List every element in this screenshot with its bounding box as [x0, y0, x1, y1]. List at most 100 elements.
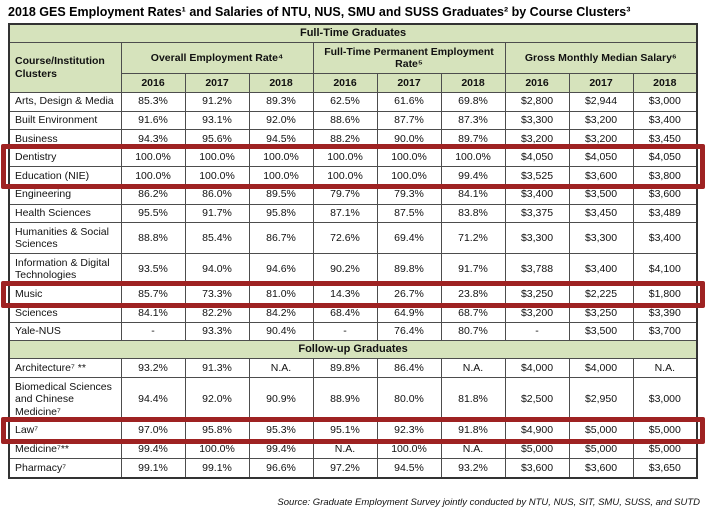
data-cell: $5,000	[504, 439, 570, 460]
data-cell: 86.2%	[120, 184, 186, 205]
row-label: Sciences	[8, 303, 122, 323]
data-cell: 93.2%	[440, 458, 506, 479]
year-header: 2017	[376, 73, 442, 93]
data-cell: $3,000	[632, 91, 698, 112]
row-label: Law⁷	[8, 420, 122, 441]
data-cell: 100.0%	[184, 166, 250, 186]
data-cell: 100.0%	[440, 147, 506, 168]
data-cell: 99.1%	[184, 458, 250, 479]
data-cell: 95.5%	[120, 203, 186, 224]
table-row: Architecture⁷ ** 93.2% 91.3% N.A. 89.8% 86.4%…	[8, 358, 698, 379]
data-cell: $3,300	[568, 222, 634, 255]
group-header-row: Course/Institution Clusters Overall Empl…	[8, 42, 698, 93]
data-cell: 90.9%	[248, 377, 314, 422]
data-cell: 80.7%	[440, 321, 506, 342]
data-cell: 84.1%	[440, 184, 506, 205]
data-cell: $4,050	[632, 147, 698, 168]
data-cell: 100.0%	[120, 147, 186, 168]
year-header: 2016	[312, 73, 378, 93]
data-cell: $2,950	[568, 377, 634, 422]
data-cell: $3,200	[504, 303, 570, 323]
data-cell: 81.8%	[440, 377, 506, 422]
data-cell: $3,450	[632, 129, 698, 149]
year-header: 2017	[568, 73, 634, 93]
row-label: Built Environment	[8, 110, 122, 131]
data-cell: 94.6%	[248, 253, 314, 286]
row-label: Medicine⁷**	[8, 439, 122, 460]
row-label: Biomedical Sciences and Chinese Medicine…	[8, 377, 122, 422]
page-title: 2018 GES Employment Rates¹ and Salaries …	[8, 5, 631, 19]
data-cell: $3,500	[568, 321, 634, 342]
data-cell: $3,390	[632, 303, 698, 323]
row-label: Music	[8, 284, 122, 305]
section-header-followup: Follow-up Graduates	[8, 340, 698, 360]
data-cell: 92.3%	[376, 420, 442, 441]
data-cell: 100.0%	[184, 147, 250, 168]
data-cell: $2,800	[504, 91, 570, 112]
data-cell: 88.6%	[312, 110, 378, 131]
data-cell: $3,489	[632, 203, 698, 224]
data-cell: $3,600	[504, 458, 570, 479]
table-row: Education (NIE) 100.0% 100.0% 100.0% 100.0% 1…	[8, 166, 698, 186]
data-cell: 95.8%	[248, 203, 314, 224]
data-cell: 72.6%	[312, 222, 378, 255]
data-cell: 95.1%	[312, 420, 378, 441]
data-cell: 99.4%	[248, 439, 314, 460]
data-cell: 89.5%	[248, 184, 314, 205]
data-cell: $1,800	[632, 284, 698, 305]
year-header: 2016	[504, 73, 570, 93]
table-row: Law⁷ 97.0% 95.8% 95.3% 95.1% 92.3% 91.8% $4,900…	[8, 420, 698, 441]
data-cell: $3,788	[504, 253, 570, 286]
year-header-row: 2016 2017 2018 2016 2017 2018 2016 2017 …	[9, 73, 698, 93]
data-cell: 68.7%	[440, 303, 506, 323]
data-cell: $3,400	[504, 184, 570, 205]
data-cell: 100.0%	[120, 166, 186, 186]
row-label: Yale-NUS	[8, 321, 122, 342]
data-cell: 89.7%	[440, 129, 506, 149]
data-cell: 87.7%	[376, 110, 442, 131]
section-row-fulltime: Full-Time Graduates	[8, 23, 698, 44]
data-cell: 100.0%	[312, 166, 378, 186]
data-cell: 88.8%	[120, 222, 186, 255]
row-label: Architecture⁷ **	[8, 358, 122, 379]
data-cell: $3,200	[568, 110, 634, 131]
data-cell: $3,300	[504, 222, 570, 255]
year-header: 2018	[248, 73, 314, 93]
data-cell: $2,225	[568, 284, 634, 305]
year-header: 2016	[120, 73, 186, 93]
data-cell: -	[504, 321, 570, 342]
data-cell: 81.0%	[248, 284, 314, 305]
data-cell: 69.4%	[376, 222, 442, 255]
data-cell: 80.0%	[376, 377, 442, 422]
data-cell: 84.2%	[248, 303, 314, 323]
data-cell: 85.4%	[184, 222, 250, 255]
data-cell: 68.4%	[312, 303, 378, 323]
data-cell: $3,200	[568, 129, 634, 149]
data-cell: N.A.	[312, 439, 378, 460]
table-row: Humanities & Social Sciences 88.8% 85.4% 86…	[8, 222, 698, 255]
table-row: Yale-NUS -93.3% 90.4% -76.4% 80.7% - $3,500 $3,…	[8, 321, 698, 342]
row-label: Dentistry	[8, 147, 122, 168]
data-cell: $5,000	[568, 439, 634, 460]
data-cell: 86.4%	[376, 358, 442, 379]
data-cell: 71.2%	[440, 222, 506, 255]
employment-table: Full-Time Graduates Course/Institution C…	[8, 23, 699, 479]
data-cell: 82.2%	[184, 303, 250, 323]
data-cell: 83.8%	[440, 203, 506, 224]
data-cell: 99.4%	[440, 166, 506, 186]
data-cell: 95.6%	[184, 129, 250, 149]
data-cell: 100.0%	[376, 147, 442, 168]
table-row: Information & Digital Technologies 93.5% 9…	[8, 253, 698, 286]
data-cell: 93.5%	[120, 253, 186, 286]
data-cell: 91.6%	[120, 110, 186, 131]
data-cell: $4,000	[568, 358, 634, 379]
row-label: Arts, Design & Media	[8, 91, 122, 112]
data-cell: 94.4%	[120, 377, 186, 422]
data-cell: 23.8%	[440, 284, 506, 305]
data-cell: 79.7%	[312, 184, 378, 205]
table-row: Engineering 86.2% 86.0% 89.5% 79.7% 79.3% 84.1…	[8, 184, 698, 205]
data-cell: 86.0%	[184, 184, 250, 205]
data-cell: 62.5%	[312, 91, 378, 112]
data-cell: $3,400	[632, 110, 698, 131]
data-cell: 73.3%	[184, 284, 250, 305]
